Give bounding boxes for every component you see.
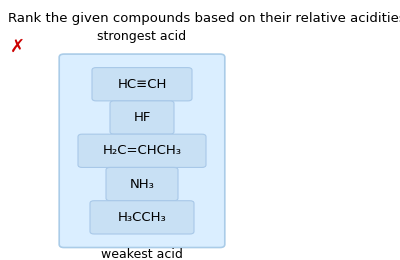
Text: NH₃: NH₃ [130, 178, 154, 191]
FancyBboxPatch shape [59, 54, 225, 248]
FancyBboxPatch shape [92, 68, 192, 101]
Text: H₂C=CHCH₃: H₂C=CHCH₃ [102, 144, 182, 157]
Text: Rank the given compounds based on their relative acidities.: Rank the given compounds based on their … [8, 12, 400, 25]
FancyBboxPatch shape [110, 101, 174, 134]
Text: weakest acid: weakest acid [101, 248, 183, 260]
Text: ✗: ✗ [10, 38, 25, 56]
Text: HC≡CH: HC≡CH [117, 78, 167, 91]
Text: strongest acid: strongest acid [98, 30, 186, 43]
Text: H₃CCH₃: H₃CCH₃ [118, 211, 166, 224]
FancyBboxPatch shape [106, 167, 178, 201]
FancyBboxPatch shape [90, 201, 194, 234]
Text: HF: HF [133, 111, 151, 124]
FancyBboxPatch shape [78, 134, 206, 167]
